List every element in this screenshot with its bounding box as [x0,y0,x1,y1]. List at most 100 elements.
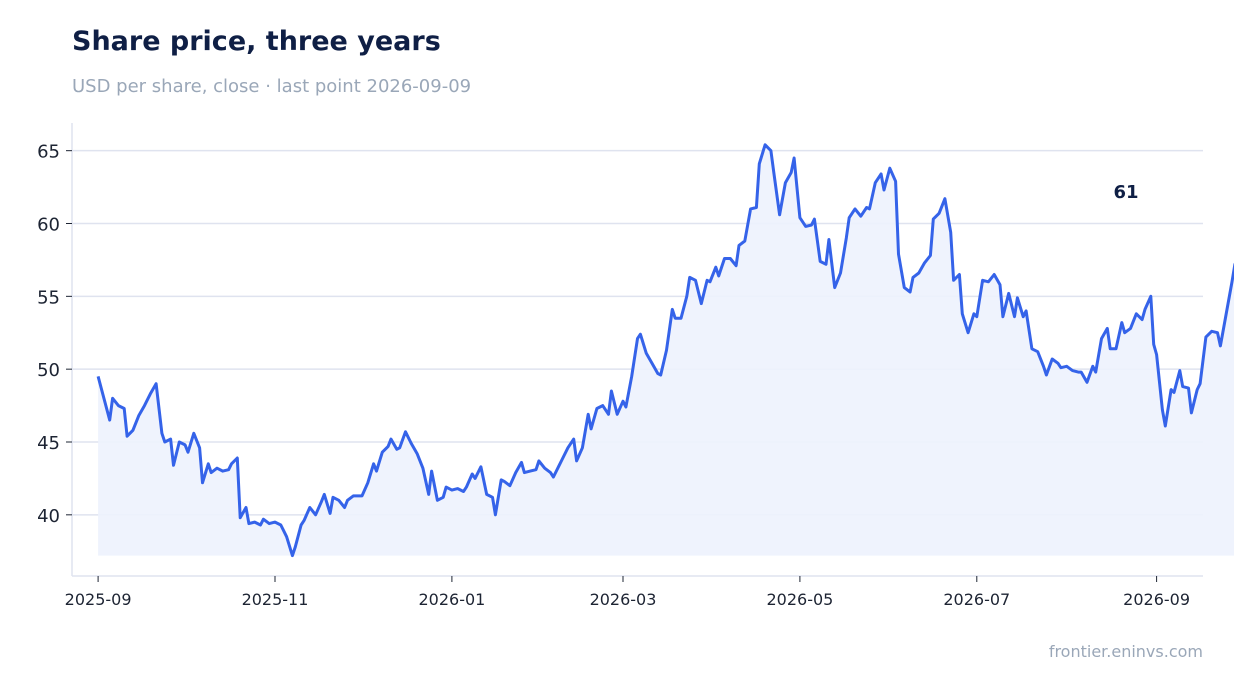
data-point [625,406,627,408]
data-point [912,276,914,278]
data-point [259,524,261,526]
data-point [126,435,128,437]
data-point [1109,348,1111,350]
data-point [544,467,546,469]
data-point [303,519,305,521]
data-point [1124,332,1126,334]
data-point [1066,365,1068,367]
data-point [457,487,459,489]
data-point [523,471,525,473]
data-point [254,521,256,523]
data-point [819,260,821,262]
data-point [430,470,432,472]
data-point [428,493,430,495]
data-point [860,215,862,217]
data-point [729,257,731,259]
data-point [436,499,438,501]
data-point [132,429,134,431]
data-point [314,514,316,516]
data-point [1187,387,1189,389]
axes [71,123,1203,577]
price-line [96,143,1234,558]
data-point [810,224,812,226]
data-point [552,476,554,478]
data-point [773,171,775,173]
data-point [790,171,792,173]
data-point [1129,327,1131,329]
data-point [918,272,920,274]
data-point [631,375,633,377]
data-point [329,512,331,514]
data-point [520,461,522,463]
data-point [645,352,647,354]
data-point [178,441,180,443]
data-point [567,447,569,449]
data-point [1016,297,1018,299]
data-point [1173,391,1175,393]
data-point [198,447,200,449]
data-point [825,263,827,265]
data-point [610,390,612,392]
data-point [744,240,746,242]
data-point [451,489,453,491]
data-point [367,482,369,484]
data-point [1182,385,1184,387]
data-point [361,495,363,497]
data-point [474,477,476,479]
data-point [680,317,682,319]
data-point [494,514,496,516]
data-point [1077,371,1079,373]
data-point [976,316,978,318]
data-point [778,214,780,216]
data-point [1086,381,1088,383]
data-point [839,272,841,274]
data-point [1199,383,1201,385]
data-point [894,180,896,182]
y-tick-label: 45 [37,433,60,454]
data-point [503,480,505,482]
data-point [462,490,464,492]
data-point [993,273,995,275]
data-point [375,470,377,472]
data-point [1150,295,1152,297]
data-point [1095,371,1097,373]
x-tick-label: 2026-05 [766,590,833,609]
data-point [764,144,766,146]
data-point [1161,409,1163,411]
data-point [880,173,882,175]
y-tick-label: 50 [37,360,60,381]
data-point [239,517,241,519]
data-point [607,413,609,415]
data-point [338,499,340,501]
data-point [854,208,856,210]
data-point [343,506,345,508]
data-point [749,208,751,210]
data-point [738,244,740,246]
data-point [694,279,696,281]
data-point [999,284,1001,286]
data-point [230,463,232,465]
data-point [657,372,659,374]
data-point [1071,369,1073,371]
data-point [471,473,473,475]
data-point [981,279,983,281]
data-point [828,238,830,240]
data-point [558,464,560,466]
data-point [262,518,264,520]
data-point [529,470,531,472]
data-point [793,157,795,159]
data-point [1115,348,1117,350]
data-point [1231,281,1233,283]
data-point [573,438,575,440]
data-point [889,167,891,169]
data-point [1080,371,1082,373]
data-point [660,374,662,376]
data-point [686,295,688,297]
data-point [897,253,899,255]
data-point [758,163,760,165]
data-point [636,337,638,339]
data-point [149,393,151,395]
data-point [967,332,969,334]
last-value-label: 61 [1113,182,1138,203]
